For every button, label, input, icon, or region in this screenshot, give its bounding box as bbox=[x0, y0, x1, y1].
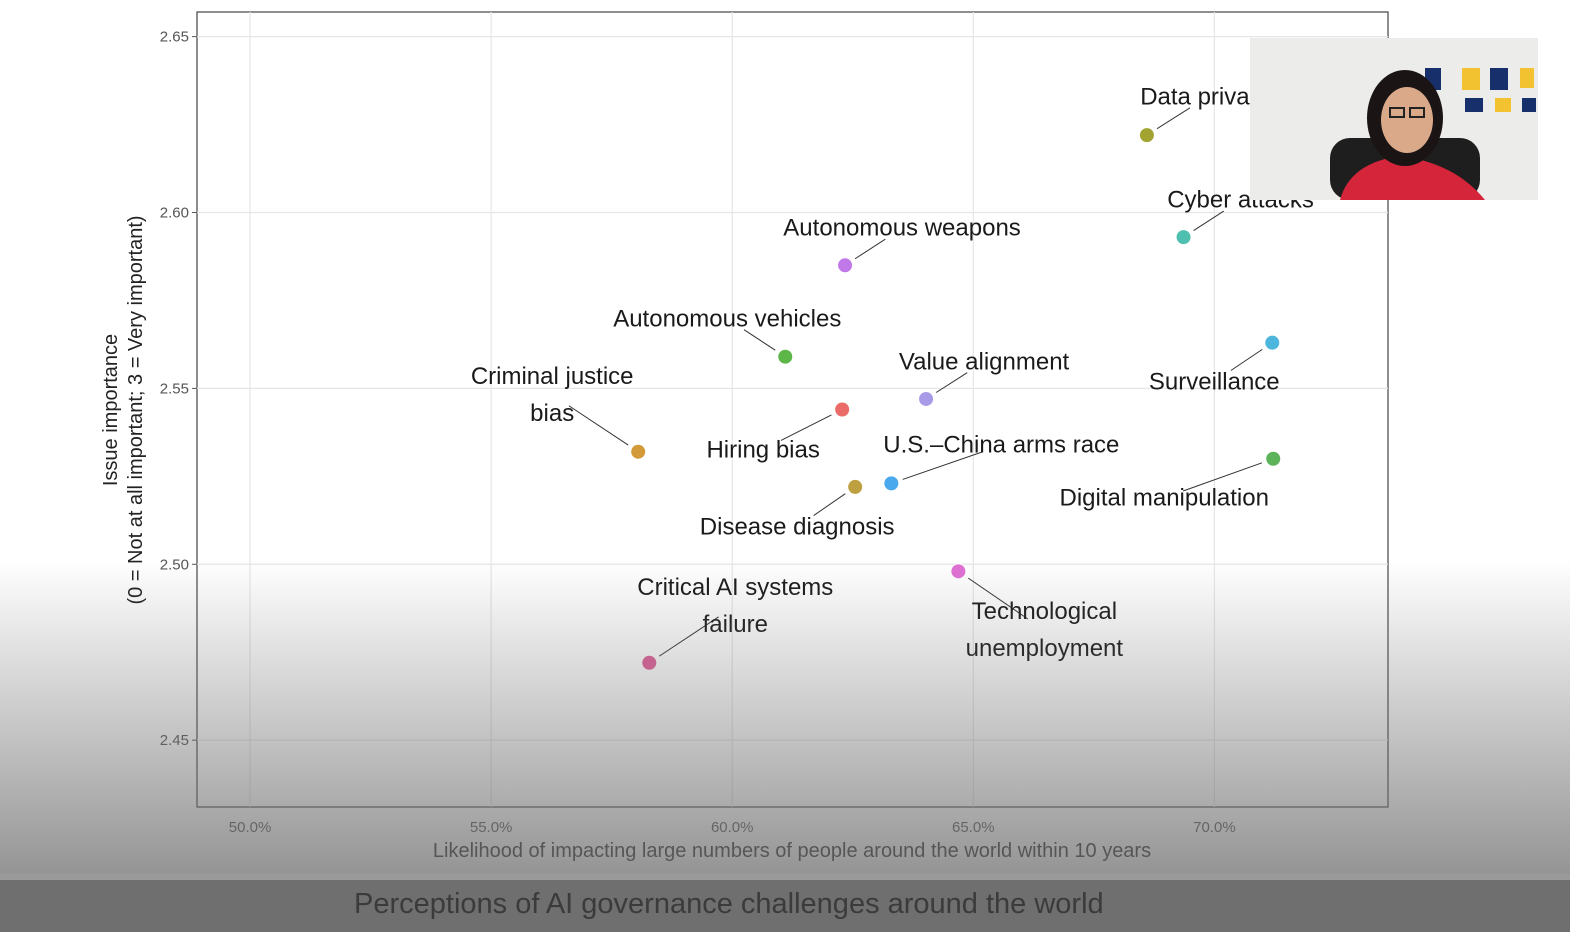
leader-line bbox=[1182, 462, 1263, 492]
y-axis-title: (0 = Not at all important; 3 = Very impo… bbox=[125, 215, 147, 604]
leader-line bbox=[1156, 107, 1191, 130]
x-tick-label: 60.0% bbox=[711, 819, 754, 836]
x-tick-label: 50.0% bbox=[229, 819, 272, 836]
point bbox=[950, 563, 967, 580]
point-label: Critical AI systems failure bbox=[637, 573, 834, 638]
plot-area bbox=[196, 11, 1389, 808]
y-tick-label: 2.50 bbox=[160, 556, 189, 573]
leader-line bbox=[743, 329, 776, 351]
caption: Perceptions of AI governance challenges … bbox=[354, 888, 1104, 920]
leader-line bbox=[780, 414, 832, 441]
x-tick-label: 70.0% bbox=[1193, 819, 1236, 836]
point bbox=[883, 475, 900, 492]
point bbox=[918, 390, 935, 407]
point bbox=[777, 348, 794, 365]
caption-bar bbox=[0, 874, 1570, 932]
y-tick-label: 2.55 bbox=[160, 380, 189, 397]
point bbox=[847, 478, 864, 495]
leader-line bbox=[854, 238, 886, 260]
point bbox=[1264, 334, 1281, 351]
webcam-image bbox=[1250, 38, 1538, 200]
leader-line bbox=[935, 372, 968, 393]
point bbox=[1265, 450, 1282, 467]
point-label: Surveillance bbox=[1148, 368, 1280, 396]
leader-line bbox=[902, 451, 983, 480]
point-label: Autonomous vehicles bbox=[613, 305, 842, 333]
webcam-overlay bbox=[1250, 38, 1538, 200]
point-label: Disease diagnosis bbox=[699, 513, 895, 541]
point-label: U.S.–China arms race bbox=[883, 431, 1120, 459]
point bbox=[1138, 127, 1155, 144]
y-tick-label: 2.60 bbox=[160, 205, 189, 222]
x-axis-title: Likelihood of impacting large numbers of… bbox=[433, 840, 1151, 862]
point bbox=[1175, 229, 1192, 246]
y-axis-title: Issue importance bbox=[100, 334, 122, 486]
y-tick-label: 2.65 bbox=[160, 29, 189, 46]
point-label: Criminal justice bias bbox=[470, 362, 634, 427]
leader-line bbox=[813, 493, 846, 516]
x-tick-label: 55.0% bbox=[470, 819, 513, 836]
leader-line bbox=[1193, 210, 1225, 232]
point bbox=[837, 257, 854, 274]
point bbox=[641, 654, 658, 671]
point-label: Autonomous weapons bbox=[783, 214, 1021, 242]
x-tick-label: 65.0% bbox=[952, 819, 995, 836]
point bbox=[834, 401, 851, 418]
point bbox=[630, 443, 647, 460]
point-label: Hiring bias bbox=[706, 436, 820, 463]
point-label: Digital manipulation bbox=[1059, 484, 1269, 512]
point-label: Value alignment bbox=[898, 348, 1070, 376]
leader-line bbox=[568, 405, 629, 446]
y-tick-label: 2.45 bbox=[160, 732, 189, 749]
point-label: Technological unemployment bbox=[965, 598, 1124, 663]
leader-line bbox=[1230, 348, 1263, 371]
